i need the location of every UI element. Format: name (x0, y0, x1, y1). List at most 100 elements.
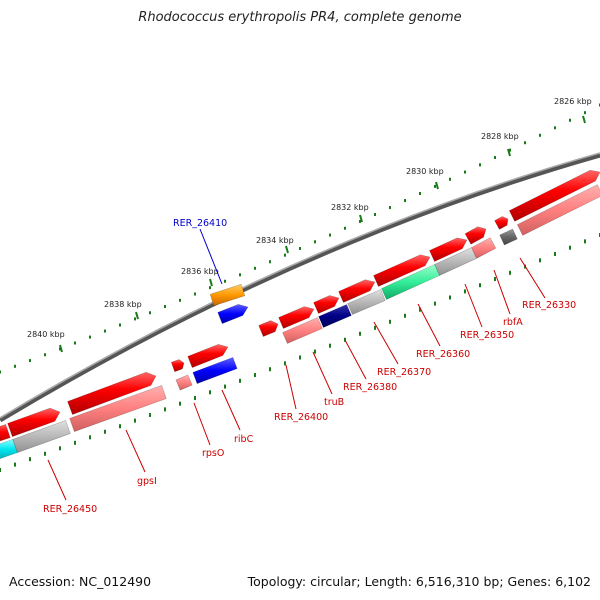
ruler-minor-tick (554, 126, 556, 130)
ruler-minor-tick (359, 219, 361, 223)
feature-block (282, 317, 323, 344)
label-leader-line (285, 364, 297, 410)
label-leader-line (464, 283, 483, 328)
cds-arrow (187, 344, 229, 368)
inner-minor-tick (134, 418, 136, 423)
cds-arrow (258, 320, 279, 337)
feature-block (69, 385, 167, 432)
label-leader-line (417, 303, 441, 347)
ruler-minor-tick (149, 311, 151, 315)
gene-label[interactable]: RER_26330 (522, 300, 576, 311)
inner-minor-tick (539, 258, 541, 263)
inner-minor-tick (299, 355, 301, 360)
inner-minor-tick (419, 307, 421, 312)
gene-label[interactable]: ribC (234, 434, 254, 445)
ruler-minor-tick (224, 279, 226, 283)
gene-label[interactable]: RER_26410 (173, 218, 227, 229)
inner-minor-tick (0, 468, 1, 472)
inner-minor-tick (59, 446, 61, 451)
ruler-minor-tick (14, 364, 16, 368)
gene-label[interactable]: rbfA (503, 317, 523, 328)
gene-label[interactable]: RER_26450 (43, 504, 97, 515)
inner-minor-tick (269, 367, 271, 372)
inner-minor-tick (29, 457, 31, 462)
cds-arrow (464, 226, 487, 245)
gene-label[interactable]: RER_26380 (343, 382, 397, 393)
ruler-minor-tick (299, 247, 301, 250)
ruler-minor-tick (464, 170, 466, 174)
gene-label[interactable]: RER_26370 (377, 367, 431, 378)
feature-block (347, 289, 386, 315)
inner-minor-tick (239, 378, 241, 383)
inner-minor-tick (569, 245, 571, 250)
ruler-tick-label: 2838 kbp (104, 300, 142, 309)
inner-minor-tick (359, 331, 361, 336)
feature-block (175, 374, 193, 391)
ruler-minor-tick (284, 253, 286, 257)
inner-minor-tick (14, 462, 16, 467)
cds-arrow (278, 306, 315, 329)
cds-arrow (508, 169, 600, 222)
ruler-minor-tick (0, 370, 1, 374)
ruler-minor-tick (584, 111, 586, 115)
cds-arrow (313, 295, 340, 314)
ruler-minor-tick (254, 266, 256, 270)
inner-minor-tick (344, 337, 346, 342)
gene-label[interactable]: RER_26350 (460, 330, 514, 341)
feature-block (381, 264, 440, 300)
inner-minor-tick (164, 407, 166, 412)
ruler-minor-tick (389, 206, 391, 210)
gene-label[interactable]: gpsI (137, 476, 157, 487)
inner-minor-tick (179, 401, 181, 406)
inner-minor-tick (104, 429, 106, 434)
label-leader-line (125, 429, 146, 473)
label-leader-line (373, 321, 399, 365)
inner-minor-tick (224, 384, 226, 389)
gene-label[interactable]: truB (324, 397, 344, 408)
label-leader-line (519, 257, 546, 299)
inner-minor-tick (314, 349, 316, 354)
cds-arrow (7, 407, 61, 437)
ruler-tick-label: 2836 kbp (181, 267, 219, 276)
cds-arrow (494, 216, 509, 230)
ruler-minor-tick (434, 184, 436, 188)
ruler-major-tick (209, 278, 213, 287)
map-title: Rhodococcus erythropolis PR4, complete g… (138, 10, 462, 25)
feature-block (192, 356, 238, 385)
inner-minor-tick (404, 313, 406, 318)
ruler-minor-tick (479, 163, 481, 167)
inner-minor-tick (194, 396, 196, 401)
ruler-minor-tick (509, 148, 511, 152)
gene-label[interactable]: RER_26360 (416, 349, 470, 360)
label-leader-line (193, 402, 211, 446)
inner-minor-tick (209, 390, 211, 395)
ruler-tick-label: 2830 kbp (406, 167, 444, 176)
ruler-minor-tick (524, 141, 526, 145)
ruler-minor-tick (314, 240, 316, 244)
ruler-minor-tick (539, 133, 541, 137)
cds-arrow (170, 359, 185, 373)
gene-label[interactable]: RER_26400 (274, 412, 328, 423)
inner-minor-tick (464, 289, 466, 294)
ruler-major-tick (435, 181, 439, 190)
inner-minor-tick (284, 361, 286, 366)
ruler-minor-tick (74, 341, 76, 345)
ruler-minor-tick (194, 292, 196, 296)
inner-minor-tick (434, 301, 436, 306)
label-leader-line (221, 389, 241, 431)
label-leader-line (312, 351, 333, 395)
gene-label[interactable]: rpsO (202, 448, 224, 459)
feature-block (0, 439, 18, 459)
inner-minor-tick (149, 413, 151, 417)
feature-block (217, 304, 249, 324)
cds-arrow (0, 423, 11, 442)
ruler-tick-label: 2834 kbp (256, 236, 294, 245)
feature-block (470, 237, 497, 259)
inner-minor-tick (254, 373, 256, 378)
inner-minor-tick (329, 343, 331, 348)
ruler-minor-tick (209, 286, 211, 290)
ruler-minor-tick (404, 199, 406, 203)
ruler-major-tick (507, 148, 511, 157)
ruler-minor-tick (134, 317, 136, 321)
ruler-tick-label: 2832 kbp (331, 203, 369, 212)
